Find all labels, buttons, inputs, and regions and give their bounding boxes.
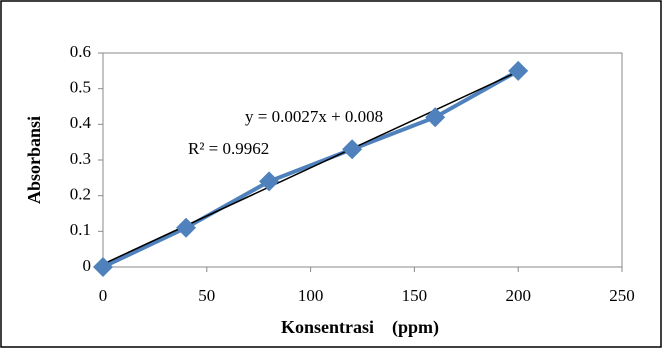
y-tick-label: 0.4: [70, 113, 92, 132]
data-line: [102, 69, 520, 269]
x-tick-label: 50: [198, 286, 215, 305]
marker: [176, 217, 197, 238]
y-tick-label: 0.1: [70, 220, 91, 239]
y-tick-label: 0.2: [70, 185, 91, 204]
x-tick-label: 0: [99, 286, 108, 305]
y-tick-label: 0.3: [70, 149, 91, 168]
y-tick-label: 0.6: [70, 42, 91, 61]
marker: [508, 60, 529, 81]
x-tick-label: 100: [298, 286, 324, 305]
marker: [93, 257, 113, 277]
y-axis-title: Absorbansi: [24, 116, 44, 204]
annotation: y = 0.0027x + 0.008: [245, 107, 383, 126]
y-tick-label: 0.5: [70, 78, 91, 97]
x-tick-label: 150: [402, 286, 428, 305]
x-axis-title: Konsentrasi (ppm): [281, 317, 439, 338]
marker: [342, 139, 363, 160]
y-tick-label: 0: [83, 256, 92, 275]
x-tick-label: 250: [609, 286, 635, 305]
trendline: [102, 70, 519, 265]
marker: [259, 171, 280, 192]
x-tick-label: 200: [505, 286, 531, 305]
annotation: R² = 0.9962: [188, 139, 269, 158]
marker: [425, 107, 446, 128]
